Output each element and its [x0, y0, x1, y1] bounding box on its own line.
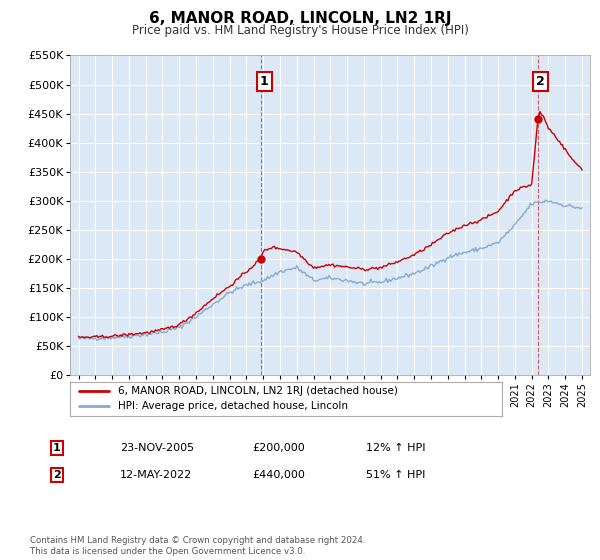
- Text: HPI: Average price, detached house, Lincoln: HPI: Average price, detached house, Linc…: [118, 402, 348, 412]
- Text: Contains HM Land Registry data © Crown copyright and database right 2024.
This d: Contains HM Land Registry data © Crown c…: [30, 536, 365, 556]
- Text: £440,000: £440,000: [252, 470, 305, 480]
- Text: 6, MANOR ROAD, LINCOLN, LN2 1RJ: 6, MANOR ROAD, LINCOLN, LN2 1RJ: [149, 11, 451, 26]
- Text: 1: 1: [260, 75, 268, 88]
- Text: 51% ↑ HPI: 51% ↑ HPI: [366, 470, 425, 480]
- Text: 12-MAY-2022: 12-MAY-2022: [120, 470, 192, 480]
- Text: 12% ↑ HPI: 12% ↑ HPI: [366, 443, 425, 453]
- Text: 2: 2: [53, 470, 61, 480]
- Text: 6, MANOR ROAD, LINCOLN, LN2 1RJ (detached house): 6, MANOR ROAD, LINCOLN, LN2 1RJ (detache…: [118, 386, 398, 396]
- Text: Price paid vs. HM Land Registry's House Price Index (HPI): Price paid vs. HM Land Registry's House …: [131, 24, 469, 36]
- Text: £200,000: £200,000: [252, 443, 305, 453]
- Text: 1: 1: [53, 443, 61, 453]
- Text: 2: 2: [536, 75, 545, 88]
- Text: 23-NOV-2005: 23-NOV-2005: [120, 443, 194, 453]
